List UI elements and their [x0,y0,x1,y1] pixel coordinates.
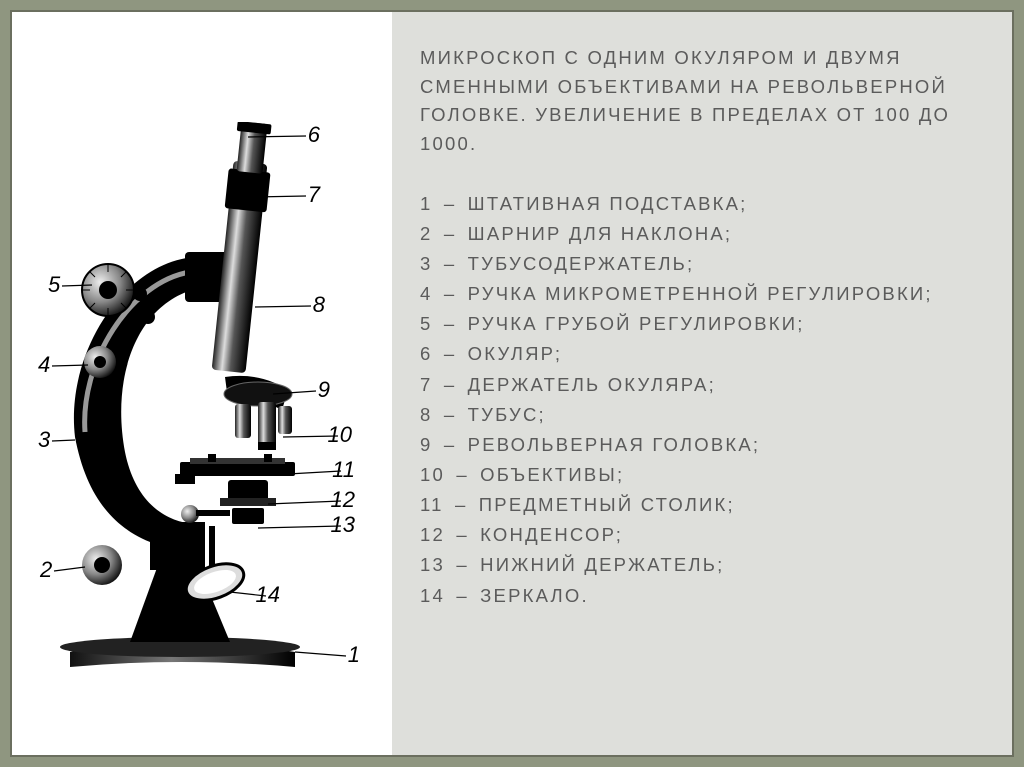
part-row: 14 – ЗЕРКАЛО. [420,581,984,611]
part-label: ЗЕРКАЛО. [480,585,589,606]
diagram-label-5: 5 [48,272,61,297]
diagram-label-4: 4 [38,352,50,377]
part-separator: – [437,313,464,334]
part-number: 14 [420,585,445,606]
diagram-label-8: 8 [313,292,326,317]
text-panel: МИКРОСКОП С ОДНИМ ОКУЛЯРОМ И ДВУМЯ СМЕНН… [392,12,1012,755]
part-number: 11 [420,494,444,515]
part-number: 9 [420,434,433,455]
part-separator: – [448,494,475,515]
diagram-label-2: 2 [39,557,52,582]
diagram-label-11: 11 [332,457,355,482]
slide-frame: 1234567891011121314 МИКРОСКОП С ОДНИМ ОК… [10,10,1014,757]
part-separator: – [437,253,464,274]
part-row: 9 – РЕВОЛЬВЕРНАЯ ГОЛОВКА; [420,430,984,460]
part-label: РУЧКА МИКРОМЕТРЕННОЙ РЕГУЛИРОВКИ; [468,283,933,304]
part-separator: – [437,404,464,425]
part-row: 3 – ТУБУСОДЕРЖАТЕЛЬ; [420,249,984,279]
part-separator: – [449,524,476,545]
part-separator: – [437,434,464,455]
part-number: 10 [420,464,445,485]
part-separator: – [449,464,476,485]
part-row: 2 – ШАРНИР ДЛЯ НАКЛОНА; [420,219,984,249]
part-label: ТУБУС; [468,404,546,425]
part-row: 8 – ТУБУС; [420,400,984,430]
diagram-label-12: 12 [331,487,355,512]
part-label: ДЕРЖАТЕЛЬ ОКУЛЯРА; [468,374,716,395]
part-separator: – [437,374,464,395]
diagram-panel: 1234567891011121314 [12,12,392,755]
part-number: 2 [420,223,433,244]
part-row: 4 – РУЧКА МИКРОМЕТРЕННОЙ РЕГУЛИРОВКИ; [420,279,984,309]
part-number: 12 [420,524,445,545]
part-row: 10 – ОБЪЕКТИВЫ; [420,460,984,490]
part-label: РЕВОЛЬВЕРНАЯ ГОЛОВКА; [468,434,761,455]
diagram-label-6: 6 [308,122,321,147]
part-separator: – [437,223,464,244]
part-row: 11 – ПРЕДМЕТНЫЙ СТОЛИК; [420,490,984,520]
part-label: ТУБУСОДЕРЖАТЕЛЬ; [468,253,695,274]
diagram-label-1: 1 [348,642,360,667]
part-separator: – [437,343,464,364]
part-separator: – [437,193,464,214]
intro-text: МИКРОСКОП С ОДНИМ ОКУЛЯРОМ И ДВУМЯ СМЕНН… [420,44,984,159]
diagram-label-7: 7 [308,182,321,207]
part-row: 12 – КОНДЕНСОР; [420,520,984,550]
part-label: КОНДЕНСОР; [480,524,623,545]
diagram-label-10: 10 [328,422,353,447]
part-label: РУЧКА ГРУБОЙ РЕГУЛИРОВКИ; [468,313,805,334]
part-row: 1 – ШТАТИВНАЯ ПОДСТАВКА; [420,189,984,219]
part-number: 8 [420,404,433,425]
part-label: ОБЪЕКТИВЫ; [480,464,624,485]
diagram-label-9: 9 [318,377,330,402]
diagram-label-13: 13 [331,512,356,537]
part-label: НИЖНИЙ ДЕРЖАТЕЛЬ; [480,554,724,575]
part-row: 7 – ДЕРЖАТЕЛЬ ОКУЛЯРА; [420,370,984,400]
part-label: ОКУЛЯР; [468,343,563,364]
part-number: 4 [420,283,433,304]
microscope-svg: 1234567891011121314 [30,122,380,672]
part-row: 6 – ОКУЛЯР; [420,339,984,369]
part-number: 3 [420,253,433,274]
part-label: ПРЕДМЕТНЫЙ СТОЛИК; [479,494,735,515]
diagram-label-3: 3 [38,427,51,452]
part-separator: – [437,283,464,304]
part-label: ШАРНИР ДЛЯ НАКЛОНА; [468,223,733,244]
part-separator: – [449,585,476,606]
part-number: 7 [420,374,433,395]
part-number: 13 [420,554,445,575]
part-separator: – [449,554,476,575]
microscope-diagram: 1234567891011121314 [30,122,380,672]
diagram-label-14: 14 [256,582,280,607]
part-row: 5 – РУЧКА ГРУБОЙ РЕГУЛИРОВКИ; [420,309,984,339]
part-number: 5 [420,313,433,334]
part-number: 1 [420,193,433,214]
part-row: 13 – НИЖНИЙ ДЕРЖАТЕЛЬ; [420,550,984,580]
part-label: ШТАТИВНАЯ ПОДСТАВКА; [468,193,748,214]
part-number: 6 [420,343,433,364]
parts-list: 1 – ШТАТИВНАЯ ПОДСТАВКА;2 – ШАРНИР ДЛЯ Н… [420,189,984,611]
